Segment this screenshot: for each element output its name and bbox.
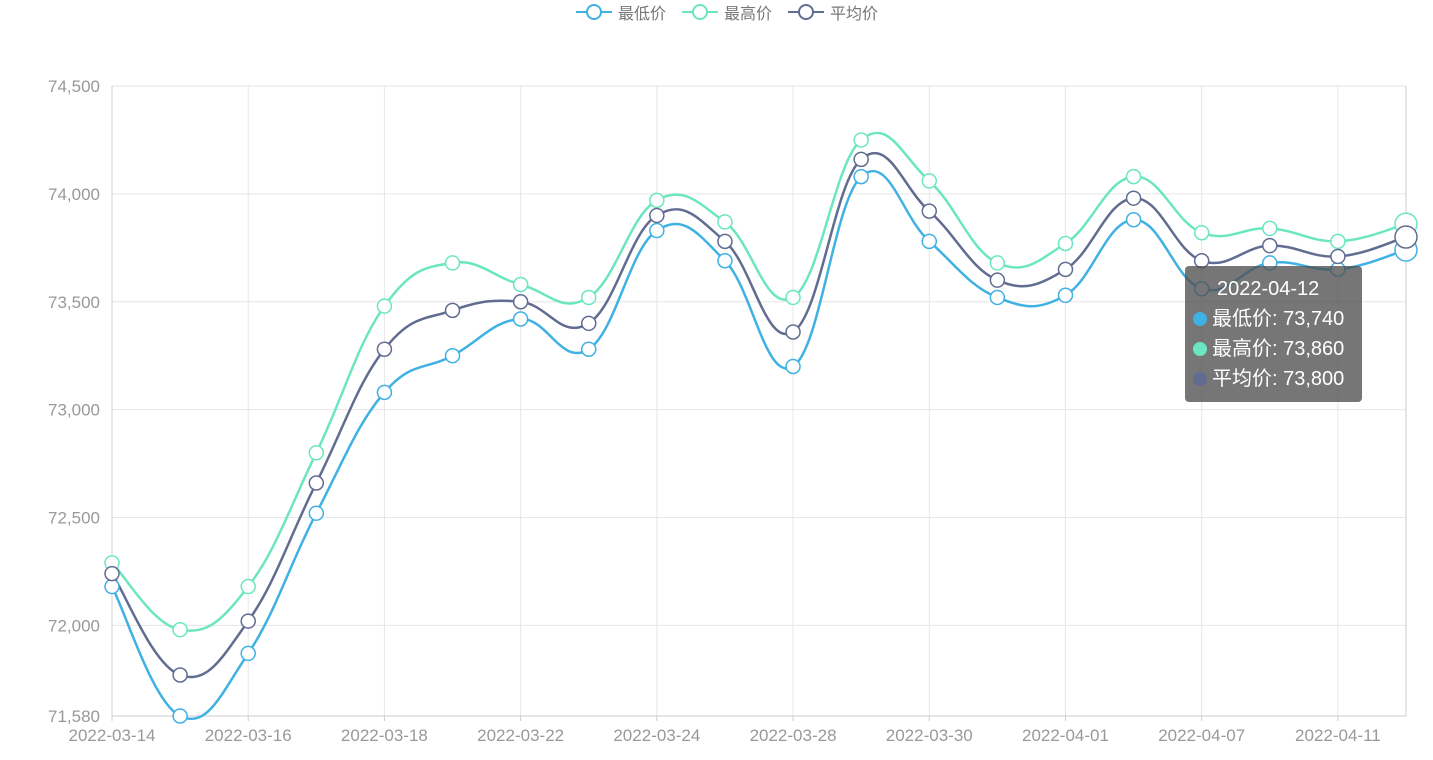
y-tick-label: 72,000: [48, 616, 100, 635]
data-point-low: [580, 341, 597, 357]
x-tick-label: 2022-03-28: [750, 726, 837, 745]
data-point-low: [1057, 287, 1074, 304]
data-point-high: [240, 578, 256, 595]
data-point-high: [1057, 235, 1074, 252]
x-tick-label: 2022-03-22: [477, 726, 564, 745]
data-point-avg: [512, 294, 529, 310]
data-point-avg: [853, 151, 869, 168]
data-point-low: [785, 358, 801, 375]
data-point-high: [1193, 224, 1210, 241]
data-point-avg: [580, 315, 597, 332]
data-point-high: [444, 255, 461, 271]
data-point-avg: [649, 207, 665, 224]
tooltip-title: 2022-04-12: [1217, 278, 1320, 300]
x-tick-label: 2022-03-24: [613, 726, 700, 745]
data-point-avg: [1394, 225, 1418, 249]
data-point-avg: [717, 233, 733, 250]
x-tick-label: 2022-04-07: [1158, 726, 1245, 745]
data-point-high: [649, 192, 665, 209]
tooltip-value-high: 最高价: 73,860: [1212, 338, 1345, 360]
chart-legend: 最低价 最高价 平均价: [574, 0, 878, 24]
legend-line-circle-icon: [682, 4, 719, 20]
legend-line-circle-icon: [576, 4, 612, 20]
data-point-low: [376, 384, 393, 401]
tooltip-dot-high: [1193, 342, 1207, 356]
data-point-low: [649, 222, 665, 239]
data-point-low: [717, 253, 733, 269]
x-tick-label: 2022-03-18: [341, 726, 428, 745]
data-point-avg: [376, 341, 393, 357]
chart-tooltip: 2022-04-12 最低价: 73,740 最高价: 73,860 平均价: …: [1185, 266, 1362, 402]
data-point-low: [444, 347, 461, 364]
data-point-high: [580, 289, 597, 306]
legend-item-avg[interactable]: 平均价: [786, 0, 878, 24]
tooltip-dot-avg: [1193, 372, 1207, 386]
tooltip-value-avg: 平均价: 73,800: [1212, 368, 1345, 390]
data-point-low: [240, 645, 256, 662]
y-tick-label: 73,000: [48, 401, 100, 420]
data-point-avg: [240, 613, 256, 629]
data-point-high: [172, 621, 188, 638]
data-point-avg: [172, 667, 188, 683]
series-line-avg: [110, 151, 1407, 679]
y-tick-label: 74,000: [48, 185, 100, 204]
data-point-high: [1330, 233, 1346, 250]
legend-label-high: 最高价: [724, 6, 773, 23]
y-tick-label: 71,580: [48, 707, 100, 726]
data-point-low: [512, 311, 529, 327]
data-point-high: [853, 132, 869, 148]
x-tick-label: 2022-03-14: [69, 726, 156, 745]
data-point-avg: [1262, 237, 1278, 254]
data-point-low: [989, 289, 1006, 306]
data-point-high: [785, 289, 801, 306]
y-tick-label: 72,500: [48, 509, 100, 528]
data-point-avg: [308, 475, 325, 491]
tooltip-row-high: 最高价: 73,860: [1193, 334, 1362, 364]
tooltip-title-row: 2022-04-12: [1193, 274, 1362, 304]
x-tick-label: 2022-03-16: [205, 726, 292, 745]
data-point-low: [1125, 212, 1142, 228]
data-point-avg: [989, 272, 1006, 288]
data-point-avg: [1125, 190, 1142, 206]
x-tick-label: 2022-03-30: [886, 726, 973, 745]
data-point-avg: [1330, 248, 1346, 265]
data-point-high: [512, 276, 529, 293]
data-point-high: [308, 445, 325, 461]
data-point-avg: [444, 302, 461, 319]
legend-item-high[interactable]: 最高价: [680, 0, 772, 24]
data-point-avg: [921, 203, 938, 219]
data-point-avg: [785, 324, 801, 340]
data-point-high: [1262, 220, 1278, 237]
data-point-low: [172, 708, 188, 724]
legend-label-avg: 平均价: [830, 6, 879, 23]
data-point-low: [853, 168, 869, 185]
data-point-high: [717, 214, 733, 230]
data-point-high: [921, 173, 938, 189]
data-point-avg: [1057, 261, 1074, 278]
tooltip-value-low: 最低价: 73,740: [1212, 308, 1345, 330]
x-tick-label: 2022-04-01: [1022, 726, 1109, 745]
legend-item-low[interactable]: 最低价: [574, 0, 666, 24]
data-point-low: [308, 505, 325, 521]
y-tick-label: 73,500: [48, 293, 100, 312]
y-tick-label: 74,500: [48, 77, 100, 96]
x-tick-label: 2022-04-11: [1295, 726, 1381, 745]
tooltip-dot-low: [1193, 312, 1207, 326]
data-point-low: [104, 578, 120, 595]
data-point-high: [989, 255, 1006, 271]
data-point-low: [921, 233, 938, 250]
tooltip-row-avg: 平均价: 73,800: [1193, 364, 1362, 394]
data-point-avg: [104, 565, 120, 582]
legend-label-low: 最低价: [618, 6, 667, 23]
data-point-high: [376, 298, 393, 314]
data-point-high: [1125, 168, 1142, 185]
series-line-low: [110, 169, 1407, 720]
tooltip-row-low: 最低价: 73,740: [1193, 304, 1362, 334]
legend-line-circle-icon: [788, 4, 825, 20]
